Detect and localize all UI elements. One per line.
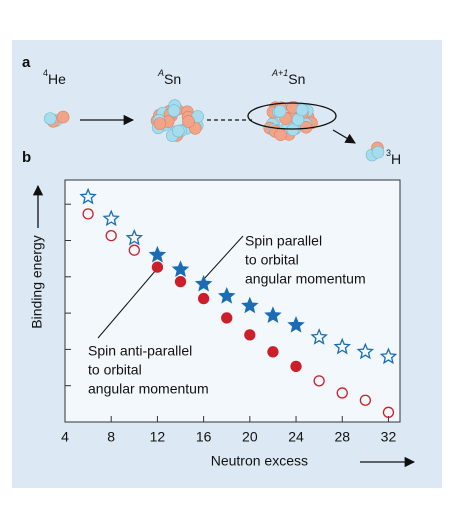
nucleus-label: 3H	[386, 148, 401, 166]
annotation: to orbital	[245, 252, 299, 268]
x-axis-label: Neutron excess	[211, 453, 308, 469]
highlight-ellipse	[247, 102, 337, 130]
arrow	[332, 129, 356, 144]
x-tick-label: 12	[150, 429, 166, 445]
star-point	[125, 228, 144, 246]
circle-point	[382, 406, 395, 418]
x-tick-label: 4	[61, 429, 69, 445]
circle-point	[82, 208, 94, 220]
x-tick-label: 16	[196, 429, 212, 445]
nucleus-label: 4He	[43, 68, 66, 86]
annotation: angular momentum	[245, 271, 366, 287]
x-tick-label: 20	[242, 429, 258, 445]
nucleon	[167, 104, 181, 118]
star-point	[287, 316, 305, 333]
x-tick-label: 28	[334, 429, 350, 445]
circle-point	[105, 230, 117, 242]
x-tick-label: 24	[288, 429, 304, 445]
nucleus-label: A+1Sn	[271, 68, 305, 86]
circle-point	[174, 275, 187, 288]
superscript: A	[157, 68, 164, 78]
circle-point	[221, 312, 233, 324]
star-point	[333, 337, 351, 355]
nucleon	[153, 117, 167, 130]
star-point	[310, 328, 328, 345]
circle-point	[197, 292, 210, 305]
nucleon	[295, 103, 309, 117]
circle-point	[290, 360, 302, 372]
y-axis-label: Binding energy	[29, 235, 45, 328]
star-point	[379, 347, 398, 365]
element-symbol: H	[391, 151, 401, 167]
nucleon	[274, 128, 287, 141]
annotation: Spin parallel	[245, 233, 322, 249]
panel-label: b	[22, 149, 31, 166]
star-point	[102, 209, 120, 227]
leader-line	[97, 269, 157, 339]
circle-point	[151, 261, 164, 273]
superscript: A+1	[271, 68, 288, 78]
x-tick-label: 32	[381, 429, 397, 445]
annotation: angular momentum	[88, 381, 209, 397]
circle-point	[359, 394, 371, 406]
nucleon	[182, 115, 195, 128]
superscript: 4	[43, 68, 48, 78]
nucleon	[56, 110, 70, 124]
nucleon	[43, 112, 57, 125]
panel-label: a	[22, 54, 31, 71]
star-point	[148, 245, 167, 263]
circle-point	[244, 329, 256, 341]
nucleon	[371, 146, 385, 159]
circle-point	[313, 375, 325, 387]
nucleus-label: ASn	[157, 68, 181, 86]
nucleon	[171, 124, 185, 138]
superscript: 3	[386, 148, 391, 158]
star-point	[79, 187, 97, 205]
star-point	[217, 286, 236, 304]
leader-line	[203, 235, 244, 280]
annotation: to orbital	[88, 362, 142, 378]
element-symbol: Sn	[164, 71, 181, 87]
star-point	[194, 274, 213, 292]
nucleon	[286, 123, 300, 136]
nucleon	[273, 104, 287, 118]
star-point	[241, 296, 259, 314]
circle-point	[128, 244, 140, 256]
element-symbol: Sn	[288, 71, 305, 87]
annotation: Spin anti-parallel	[88, 343, 192, 359]
circle-point	[336, 387, 348, 399]
element-symbol: He	[48, 71, 66, 87]
plot-frame	[64, 179, 401, 423]
circle-point	[267, 346, 279, 358]
star-point	[171, 260, 190, 277]
x-tick-label: 8	[107, 429, 115, 445]
star-point	[264, 306, 282, 323]
star-point	[356, 342, 375, 360]
